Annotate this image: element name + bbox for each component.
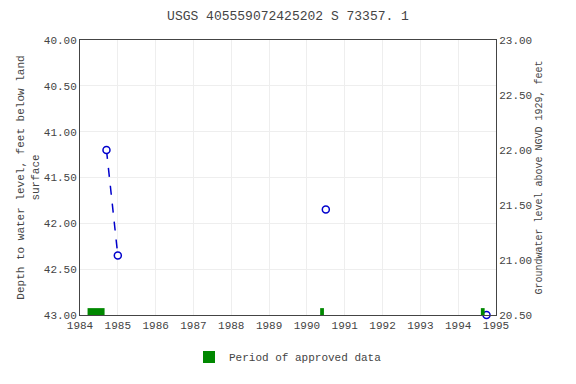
svg-text:1993: 1993 [407,320,433,332]
svg-text:20.50: 20.50 [499,310,532,322]
svg-text:21.00: 21.00 [499,255,532,267]
svg-text:1984: 1984 [67,320,94,332]
svg-text:1987: 1987 [180,320,206,332]
svg-text:40.50: 40.50 [44,81,77,93]
svg-text:42.00: 42.00 [44,218,77,230]
svg-text:1995: 1995 [483,320,509,332]
svg-text:1988: 1988 [218,320,244,332]
svg-text:41.50: 41.50 [44,172,77,184]
svg-text:22.00: 22.00 [499,145,532,157]
svg-text:43.00: 43.00 [44,310,77,322]
svg-text:1986: 1986 [142,320,168,332]
svg-text:41.00: 41.00 [44,127,77,139]
svg-text:Period of approved data: Period of approved data [229,352,381,364]
svg-text:1991: 1991 [332,320,359,332]
svg-text:Groundwater level above NGVD 1: Groundwater level above NGVD 1929, feet [534,60,545,294]
svg-text:1990: 1990 [294,320,320,332]
svg-text:40.00: 40.00 [44,35,77,47]
svg-text:USGS 405559072425202 S 73357.: USGS 405559072425202 S 73357. 1 [167,9,409,24]
svg-text:21.50: 21.50 [499,200,532,212]
svg-text:1992: 1992 [369,320,395,332]
svg-text:1985: 1985 [105,320,131,332]
svg-text:23.00: 23.00 [499,35,532,47]
svg-text:1989: 1989 [256,320,282,332]
svg-text:1994: 1994 [445,320,472,332]
svg-text:42.50: 42.50 [44,264,77,276]
svg-text:22.50: 22.50 [499,90,532,102]
svg-text:Depth to water level, feet bel: Depth to water level, feet below landsur… [15,55,41,299]
